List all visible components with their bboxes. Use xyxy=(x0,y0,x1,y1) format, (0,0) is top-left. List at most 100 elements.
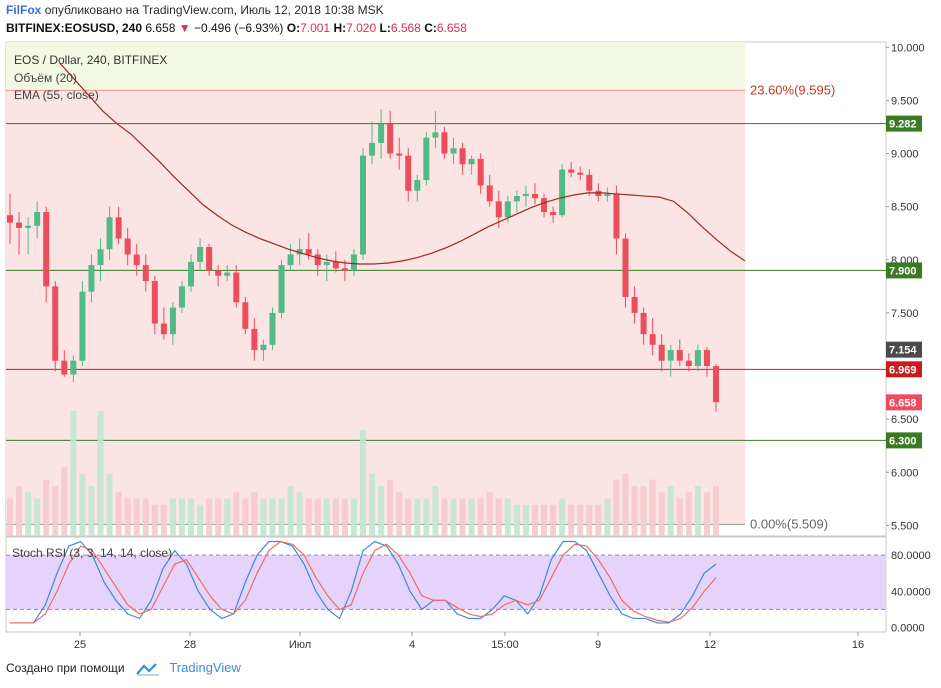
volume-bar xyxy=(350,498,357,536)
author-link[interactable]: FilFox xyxy=(6,3,42,17)
candle-body xyxy=(16,222,23,228)
candle-body xyxy=(34,211,41,226)
candle-body xyxy=(332,261,339,269)
candle-body xyxy=(396,153,403,156)
candle-body xyxy=(550,211,557,216)
volume-bar xyxy=(649,479,656,536)
candle-body xyxy=(61,360,68,375)
volume-bar xyxy=(441,498,448,536)
candle-body xyxy=(360,155,366,255)
candle-body xyxy=(667,350,674,361)
candle-body xyxy=(432,132,439,138)
footer: Создано при помощи TradingView xyxy=(6,660,241,676)
candle-body xyxy=(713,366,719,403)
rsi-tick-label: 80.0000 xyxy=(891,550,931,562)
volume-bar xyxy=(97,411,104,536)
price-badge xyxy=(886,115,922,132)
ohlc-summary: BITFINEX:EOSUSD, 240 6.658 ▼ −0.496 (−6.… xyxy=(6,21,467,35)
time-tick-label: 4 xyxy=(409,639,415,651)
candle-body xyxy=(70,360,77,375)
price-badge-label: 6.300 xyxy=(889,435,917,447)
chart-title: EOS / Dollar, 240, BITFINEX xyxy=(14,53,168,67)
candle-body xyxy=(405,155,412,191)
candle-body xyxy=(206,247,213,271)
volume-bar xyxy=(613,479,620,536)
price-change: −0.496 (−6.93%) xyxy=(193,21,284,35)
price-tick-label: 9.000 xyxy=(891,149,919,161)
candle-body xyxy=(296,249,303,255)
candle-body xyxy=(124,238,131,255)
candle-body xyxy=(188,261,195,287)
volume-bar xyxy=(106,473,113,536)
time-tick-label: 16 xyxy=(852,639,864,651)
candle-body xyxy=(495,201,502,218)
time-tick-label: 25 xyxy=(74,639,86,651)
volume-legend[interactable]: Объём (20) xyxy=(14,71,77,85)
high-value: 7.020 xyxy=(346,21,377,35)
candle-body xyxy=(341,268,348,271)
price-tick-label: 6.000 xyxy=(891,467,919,479)
candle-body xyxy=(649,334,656,345)
volume-bar xyxy=(694,486,701,536)
candle-body xyxy=(79,291,86,361)
volume-bar xyxy=(25,492,32,536)
volume-bar xyxy=(423,498,430,536)
candle-body xyxy=(622,238,629,297)
volume-bar xyxy=(369,473,376,536)
volume-bar xyxy=(7,498,13,536)
volume-bar xyxy=(495,498,502,536)
price-badge-label: 7.900 xyxy=(889,265,917,277)
candle-body xyxy=(97,249,104,266)
price-badge-label: 6.658 xyxy=(889,397,917,409)
volume-bar xyxy=(396,492,403,536)
volume-bar xyxy=(70,411,77,536)
price-badge xyxy=(886,361,922,378)
price-badge xyxy=(886,394,922,411)
candle-body xyxy=(169,307,176,335)
volume-bar xyxy=(178,498,185,536)
volume-bar xyxy=(468,498,475,536)
price-badge xyxy=(886,432,922,449)
candle-body xyxy=(224,272,231,276)
price-badge-label: 7.154 xyxy=(889,345,917,357)
candle-body xyxy=(242,302,249,329)
time-tick-label: 28 xyxy=(184,639,196,651)
volume-bar xyxy=(43,479,50,536)
volume-bar xyxy=(504,498,511,536)
stoch-rsi-legend[interactable]: Stoch RSI (3, 3, 14, 14, close) xyxy=(12,546,173,560)
candle-body xyxy=(197,247,204,262)
volume-bar xyxy=(559,498,566,536)
volume-bar xyxy=(604,498,611,536)
candle-body xyxy=(323,261,330,266)
price-tick-label: 5.500 xyxy=(891,520,919,532)
volume-bar xyxy=(360,429,366,536)
down-triangle-icon: ▼ xyxy=(178,21,191,35)
ema-legend[interactable]: EMA (55, close) xyxy=(14,88,99,102)
candle-body xyxy=(640,312,647,335)
volume-bar xyxy=(188,498,195,536)
open-label: O: xyxy=(286,21,301,35)
volume-bar xyxy=(405,498,412,536)
candle-body xyxy=(486,185,493,202)
rsi-tick-label: 40.0000 xyxy=(891,586,931,598)
volume-bar xyxy=(513,504,520,536)
stoch-line-k xyxy=(10,540,717,624)
candle-body xyxy=(477,158,484,186)
price-badge-label: 6.969 xyxy=(889,364,917,376)
tradingview-link[interactable]: TradingView xyxy=(169,660,241,675)
price-tick-label: 10.000 xyxy=(891,42,925,54)
volume-bar xyxy=(332,498,339,536)
volume-bar xyxy=(287,486,294,536)
volume-bar xyxy=(713,486,719,536)
volume-bar xyxy=(640,486,647,536)
candle-body xyxy=(604,193,611,197)
time-tick-label: Июл xyxy=(289,639,311,651)
candle-body xyxy=(7,215,13,223)
volume-bar xyxy=(133,498,140,536)
volume-bar xyxy=(378,486,385,536)
price-tick-label: 9.500 xyxy=(891,95,919,107)
candle-body xyxy=(314,254,321,266)
volume-bar xyxy=(323,498,330,536)
volume-bar xyxy=(667,486,674,536)
candle-body xyxy=(25,225,32,228)
